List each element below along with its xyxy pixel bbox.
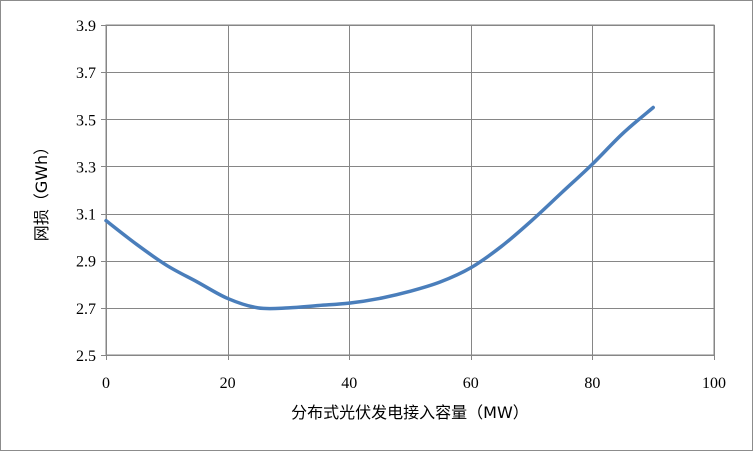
series-line	[104, 105, 655, 311]
y-axis-title: 网损（GWh）	[32, 139, 51, 241]
y-tick-label: 3.5	[76, 112, 96, 129]
x-tick-label: 80	[584, 375, 600, 392]
plot-area	[105, 24, 715, 356]
y-tick-label: 3.1	[76, 207, 96, 224]
y-axis-ticks: 2.5 2.7 2.9 3.1 3.3 3.5 3.7 3.9	[76, 18, 106, 365]
y-tick-label: 3.7	[76, 65, 96, 82]
x-tick-label: 40	[341, 375, 357, 392]
y-tick-label: 2.7	[76, 301, 96, 318]
grid	[106, 25, 715, 356]
y-tick-label: 2.5	[76, 348, 96, 365]
x-tick-label: 60	[463, 375, 479, 392]
y-tick-label: 2.9	[76, 254, 96, 271]
y-tick-label: 3.9	[76, 18, 96, 35]
x-axis-title: 分布式光伏发电接入容量（MW）	[291, 403, 529, 422]
x-tick-label: 100	[702, 375, 726, 392]
series-layer	[104, 105, 655, 311]
x-tick-label: 20	[220, 375, 236, 392]
y-tick-label: 3.3	[76, 159, 96, 176]
plot-border	[105, 24, 715, 356]
x-axis-ticks: 0 20 40 60 80 100	[102, 355, 726, 392]
x-tick-label: 0	[102, 375, 110, 392]
